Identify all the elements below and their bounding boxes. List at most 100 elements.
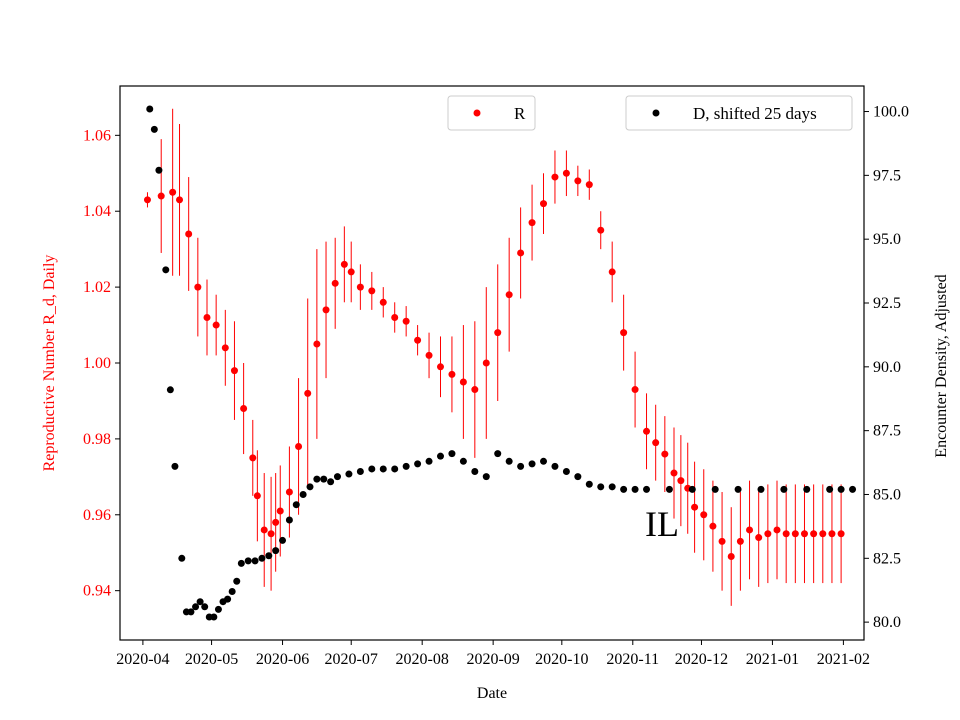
r-point: [331, 279, 339, 287]
d-point: [258, 554, 266, 562]
d-point: [251, 557, 259, 565]
x-tick-label: 2020-12: [675, 651, 728, 668]
r-point: [574, 177, 582, 185]
d-point: [233, 577, 241, 585]
r-point: [295, 442, 303, 450]
d-point: [803, 485, 811, 493]
d-point: [345, 470, 353, 478]
legend-d-frame: [625, 95, 853, 131]
d-point: [171, 462, 179, 470]
d-point: [299, 490, 307, 498]
r-point: [471, 386, 479, 394]
d-point: [528, 460, 536, 468]
y-right-tick-label: 100.0: [873, 104, 909, 121]
y-right-tick-label: 87.5: [873, 423, 901, 440]
d-point: [402, 462, 410, 470]
r-point: [773, 526, 781, 534]
x-tick-label: 2020-10: [535, 651, 588, 668]
legend-d-label: D, shifted 25 days: [693, 104, 817, 123]
d-point: [272, 547, 280, 555]
d-point: [306, 483, 314, 491]
d-point: [585, 480, 593, 488]
y-left-tick-label: 1.02: [83, 279, 111, 296]
d-point: [166, 386, 174, 394]
r-point: [736, 537, 744, 545]
y-left-tick-label: 0.98: [83, 431, 111, 448]
d-point: [244, 557, 252, 565]
y-left-axis-ticks: 0.94 0.96 0.98 1.00 1.02 1.04 1.06: [83, 127, 120, 600]
y-right-tick-label: 95.0: [873, 231, 901, 248]
d-point: [425, 457, 433, 465]
d-point: [237, 559, 245, 567]
r-point: [459, 378, 467, 386]
d-point: [459, 457, 467, 465]
y-right-axis-ticks: 80.0 82.5 85.0 87.5 90.0 92.5 95.0 97.5 100.0: [864, 104, 909, 631]
r-point: [718, 537, 726, 545]
y-left-axis-label: Reproductive Number R_d, Daily: [41, 255, 58, 472]
r-point: [540, 200, 548, 208]
r-point: [782, 530, 790, 538]
d-point: [574, 473, 582, 481]
d-point: [313, 475, 321, 483]
d-point: [150, 125, 158, 133]
r-point: [819, 530, 827, 538]
d-point: [285, 516, 293, 524]
r-point: [267, 530, 275, 538]
y-left-tick-label: 1.06: [83, 127, 111, 144]
r-point: [727, 553, 735, 561]
legend-r-label: R: [514, 104, 526, 123]
d-point: [665, 485, 673, 493]
r-point: [402, 317, 410, 325]
r-point: [230, 367, 238, 375]
y-left-tick-label: 0.94: [83, 583, 111, 600]
d-point: [505, 457, 513, 465]
d-point: [178, 554, 186, 562]
x-tick-label: 2021-02: [817, 651, 870, 668]
x-tick-label: 2020-05: [185, 651, 238, 668]
d-point: [391, 465, 399, 473]
y-right-axis-label: Encounter Density, Adjusted: [933, 274, 950, 457]
d-point: [228, 587, 236, 595]
x-axis-ticks: 2020-04 2020-05 2020-06 2020-07 2020-08 2020-…: [116, 640, 870, 668]
r-point: [379, 298, 387, 306]
d-point: [201, 603, 209, 611]
d-point: [333, 473, 341, 481]
r-point: [240, 405, 248, 413]
d-point: [517, 462, 525, 470]
r-point: [194, 283, 202, 291]
r-point: [356, 283, 364, 291]
x-axis-label: Date: [477, 685, 507, 702]
r-point: [505, 291, 513, 299]
d-point: [826, 485, 834, 493]
d-point: [265, 552, 273, 560]
r-point: [176, 196, 184, 204]
r-point: [620, 329, 628, 337]
r-point: [448, 370, 456, 378]
r-point: [221, 344, 229, 352]
r-point: [212, 321, 220, 329]
y-right-tick-label: 90.0: [873, 359, 901, 376]
d-point: [224, 595, 232, 603]
r-point: [391, 313, 399, 321]
d-point: [849, 485, 857, 493]
d-point: [608, 483, 616, 491]
r-point: [143, 196, 151, 204]
r-point: [551, 173, 559, 181]
r-point: [828, 530, 836, 538]
y-right-tick-label: 97.5: [873, 167, 901, 184]
d-point: [279, 536, 287, 544]
d-point: [551, 462, 559, 470]
y-right-tick-label: 80.0: [873, 614, 901, 631]
r-point: [203, 313, 211, 321]
d-point: [414, 460, 422, 468]
d-point: [734, 485, 742, 493]
r-point: [157, 192, 165, 200]
r-point: [677, 477, 685, 485]
x-tick-label: 2020-09: [466, 651, 519, 668]
r-point: [562, 169, 570, 177]
r-point: [436, 363, 444, 371]
d-point: [327, 478, 335, 486]
r-point: [585, 181, 593, 189]
r-point: [746, 526, 754, 534]
d-point: [643, 485, 651, 493]
